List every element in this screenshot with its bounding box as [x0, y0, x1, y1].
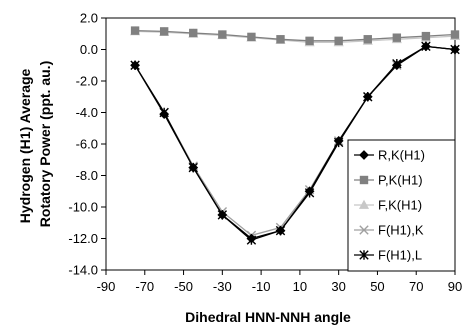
data-point: [363, 92, 373, 102]
data-point: [188, 162, 198, 173]
data-point: [247, 32, 256, 42]
legend-entry: F,K(H1): [354, 198, 422, 213]
y-tick-label: -8.0: [76, 168, 98, 183]
data-point: [392, 33, 402, 42]
x-tick-label: -10: [252, 279, 271, 294]
series-layer: [130, 26, 461, 245]
data-point: [333, 137, 344, 148]
x-tick-label: -50: [174, 279, 193, 294]
legend-entry: F(H1),K: [354, 223, 424, 238]
data-point: [159, 107, 169, 118]
data-point: [305, 36, 314, 46]
x-tick-label: 50: [370, 279, 384, 294]
data-point: [189, 28, 198, 38]
series-p-k-h1-: [130, 26, 460, 46]
data-point: [421, 41, 431, 52]
y-tick-label: -6.0: [76, 137, 98, 152]
data-point: [304, 188, 315, 198]
series-f-h1-l: [130, 41, 460, 245]
legend-label: F(H1),L: [378, 248, 422, 263]
x-axis-title: Dihedral HNN-NNH angle: [185, 309, 351, 325]
series-line: [135, 30, 456, 44]
data-point: [159, 27, 169, 36]
data-point: [275, 225, 286, 236]
data-point: [130, 60, 140, 70]
x-tick-label: 10: [293, 279, 307, 294]
y-tick-label: 2.0: [80, 11, 98, 26]
x-axis-ticks: -90 -70 -50 -30 -10 10 30 50 70 90: [97, 270, 462, 294]
x-tick-label: -30: [213, 279, 232, 294]
series-line: [134, 45, 456, 241]
legend-marker: [359, 150, 369, 160]
legend: R,K(H1) P,K(H1) F,K(H1) F(H1),K F(H1),L: [347, 139, 456, 272]
legend-marker: [359, 175, 369, 185]
data-point: [450, 44, 460, 55]
legend-entry: R,K(H1): [354, 148, 425, 163]
y-tick-label: -10.0: [68, 200, 98, 215]
data-point: [276, 35, 285, 44]
legend-marker: [359, 225, 369, 235]
x-tick-label: 70: [409, 279, 423, 294]
y-tick-label: -4.0: [76, 105, 98, 120]
data-point: [246, 235, 257, 245]
legend-label: R,K(H1): [378, 148, 425, 163]
x-tick-label: -90: [97, 279, 116, 294]
legend-marker: [359, 250, 369, 260]
data-point: [363, 35, 372, 44]
y-tick-label: -14.0: [68, 263, 98, 278]
legend-marker: [358, 199, 370, 209]
y-tick-label: -2.0: [76, 74, 98, 89]
data-point: [218, 30, 227, 39]
data-point: [392, 58, 402, 69]
series-line: [135, 29, 456, 42]
y-axis-title: Hydrogen (H1) Average Rotatory Power (pp…: [17, 61, 53, 227]
x-tick-label: -70: [135, 279, 154, 294]
data-point: [334, 36, 343, 46]
legend-label: F(H1),K: [378, 223, 424, 238]
data-point: [450, 30, 460, 39]
legend-label: P,K(H1): [378, 173, 423, 188]
y-tick-label: -12.0: [68, 231, 98, 246]
legend-label: F,K(H1): [378, 198, 422, 213]
y-axis-title-line-1: Hydrogen (H1) Average: [17, 68, 33, 223]
y-tick-label: 0.0: [80, 42, 98, 57]
legend-entry: F(H1),L: [354, 248, 422, 263]
x-tick-label: 90: [448, 279, 462, 294]
y-axis-title-line-2: Rotatory Power (ppt. au.): [37, 61, 53, 227]
y-axis-ticks: 2.0 0.0 -2.0 -4.0 -6.0 -8.0 -10.0 -12.0 -14.0: [68, 11, 106, 278]
x-tick-label: 30: [331, 279, 345, 294]
data-point: [421, 31, 431, 41]
data-point: [217, 210, 228, 220]
legend-entry: P,K(H1): [354, 173, 423, 188]
data-point: [130, 26, 140, 35]
